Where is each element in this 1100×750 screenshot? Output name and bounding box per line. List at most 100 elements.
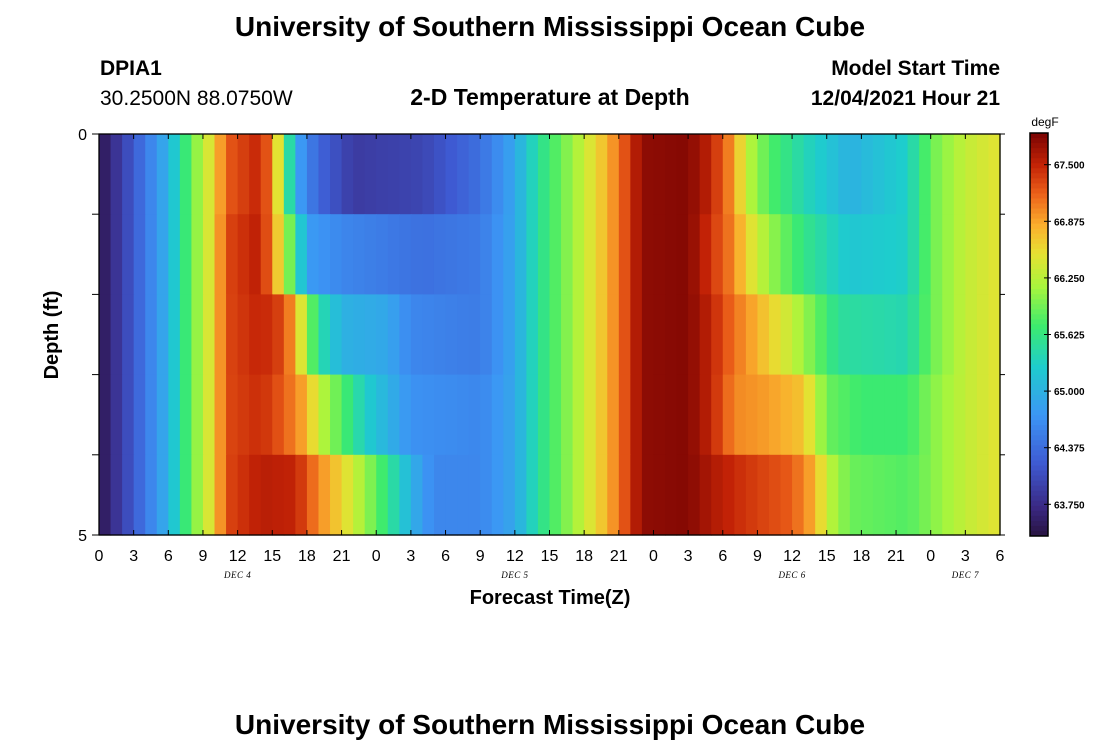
heatmap-cell xyxy=(330,374,343,456)
heatmap-cell xyxy=(618,454,631,536)
heatmap-cell xyxy=(884,454,897,536)
heatmap-cell xyxy=(202,454,216,536)
heatmap-cell xyxy=(387,214,400,295)
heatmap-cell xyxy=(884,214,897,295)
heatmap-cell xyxy=(537,454,551,536)
x-tick-label: 9 xyxy=(753,548,762,565)
heatmap-cell xyxy=(99,374,112,456)
heatmap-cell xyxy=(734,294,747,376)
colorbar-swatch xyxy=(1030,228,1048,235)
x-tick-label: 15 xyxy=(541,548,559,565)
heatmap-cell xyxy=(815,294,828,376)
colorbar-swatch xyxy=(1030,349,1048,356)
colorbar-swatch xyxy=(1030,274,1048,280)
x-tick-label: 6 xyxy=(441,548,450,565)
heatmap-cell xyxy=(896,214,909,295)
heatmap-cell xyxy=(122,374,135,456)
heatmap-cell xyxy=(572,374,585,456)
heatmap-cell xyxy=(595,294,608,376)
heatmap-cell xyxy=(422,294,435,376)
heatmap-cell xyxy=(364,454,377,536)
day-label: DEC 6 xyxy=(777,570,805,580)
heatmap-cell xyxy=(168,214,181,295)
heatmap-cell xyxy=(122,454,135,536)
heatmap-cell xyxy=(676,454,689,536)
heatmap-cell xyxy=(272,214,285,295)
heatmap-cell xyxy=(988,454,1001,536)
heatmap-cell xyxy=(445,454,458,536)
heatmap-cell xyxy=(214,134,227,215)
heatmap-cell xyxy=(815,134,828,215)
x-tick-label: 3 xyxy=(684,548,693,565)
heatmap-cell xyxy=(122,294,135,376)
heatmap-cell xyxy=(792,134,805,215)
colorbar-swatch xyxy=(1030,153,1048,159)
heatmap-cell xyxy=(549,294,562,376)
heatmap-cell xyxy=(896,134,909,215)
colorbar-swatch xyxy=(1030,203,1048,210)
heatmap-cell xyxy=(826,214,839,295)
heatmap-cell xyxy=(272,374,285,456)
heatmap-cell xyxy=(630,294,643,376)
heatmap-cell xyxy=(387,134,400,215)
heatmap-cell xyxy=(595,374,608,456)
heatmap-cell xyxy=(942,134,955,215)
heatmap-cell xyxy=(237,214,250,295)
heatmap-cell xyxy=(688,454,701,536)
heatmap-cell xyxy=(283,454,296,536)
heatmap-cell xyxy=(976,454,990,536)
heatmap-cell xyxy=(526,294,539,376)
colorbar-swatch xyxy=(1030,178,1048,184)
heatmap-cell xyxy=(699,374,712,456)
heatmap-cell xyxy=(179,454,193,536)
colorbar-swatch xyxy=(1030,450,1048,456)
colorbar-swatch xyxy=(1030,258,1048,265)
x-tick-label: 3 xyxy=(406,548,415,565)
heatmap-cell xyxy=(318,214,331,295)
heatmap-cell xyxy=(826,294,839,376)
heatmap-cell xyxy=(930,294,943,376)
x-tick-label: 12 xyxy=(783,548,801,565)
heatmap-cell xyxy=(872,134,886,215)
heatmap-cell xyxy=(907,214,920,295)
heatmap-cell xyxy=(745,134,759,215)
heatmap-cell xyxy=(445,294,458,376)
heatmap-cell xyxy=(422,374,435,456)
heatmap-cell xyxy=(757,454,770,536)
heatmap-cell xyxy=(792,374,805,456)
heatmap-cell xyxy=(376,214,389,295)
heatmap-cell xyxy=(537,374,551,456)
heatmap-cell xyxy=(549,374,562,456)
heatmap-cell xyxy=(457,214,470,295)
heatmap-cell xyxy=(976,374,990,456)
heatmap-cell xyxy=(780,294,793,376)
colorbar-swatch xyxy=(1030,460,1048,466)
heatmap-cell xyxy=(237,294,250,376)
colorbar-tick-label: 64.375 xyxy=(1054,444,1085,455)
colorbar-swatch xyxy=(1030,480,1048,487)
heatmap-cell xyxy=(526,214,539,295)
heatmap-cell xyxy=(618,134,631,215)
colorbar-swatch xyxy=(1030,364,1048,371)
heatmap-cell xyxy=(410,374,424,456)
heatmap-cell xyxy=(595,134,608,215)
heatmap-cell xyxy=(445,374,458,456)
heatmap-cell xyxy=(734,214,747,295)
heatmap-cell xyxy=(988,294,1001,376)
x-tick-label: 12 xyxy=(229,548,247,565)
colorbar-swatch xyxy=(1030,455,1048,461)
heatmap-cell xyxy=(607,374,620,456)
heatmap-cell xyxy=(399,134,412,215)
heatmap-cell xyxy=(514,294,527,376)
heatmap-cell xyxy=(722,294,735,376)
heatmap-cell xyxy=(202,294,216,376)
heatmap-cell xyxy=(896,454,909,536)
colorbar-tick-label: 63.750 xyxy=(1054,500,1085,511)
heatmap-cell xyxy=(896,374,909,456)
colorbar-swatch xyxy=(1030,243,1048,250)
heatmap-cell xyxy=(537,214,551,295)
heatmap-cell xyxy=(480,294,493,376)
heatmap-cell xyxy=(249,454,262,536)
x-tick-label: 12 xyxy=(506,548,524,565)
heatmap-cell xyxy=(965,374,978,456)
